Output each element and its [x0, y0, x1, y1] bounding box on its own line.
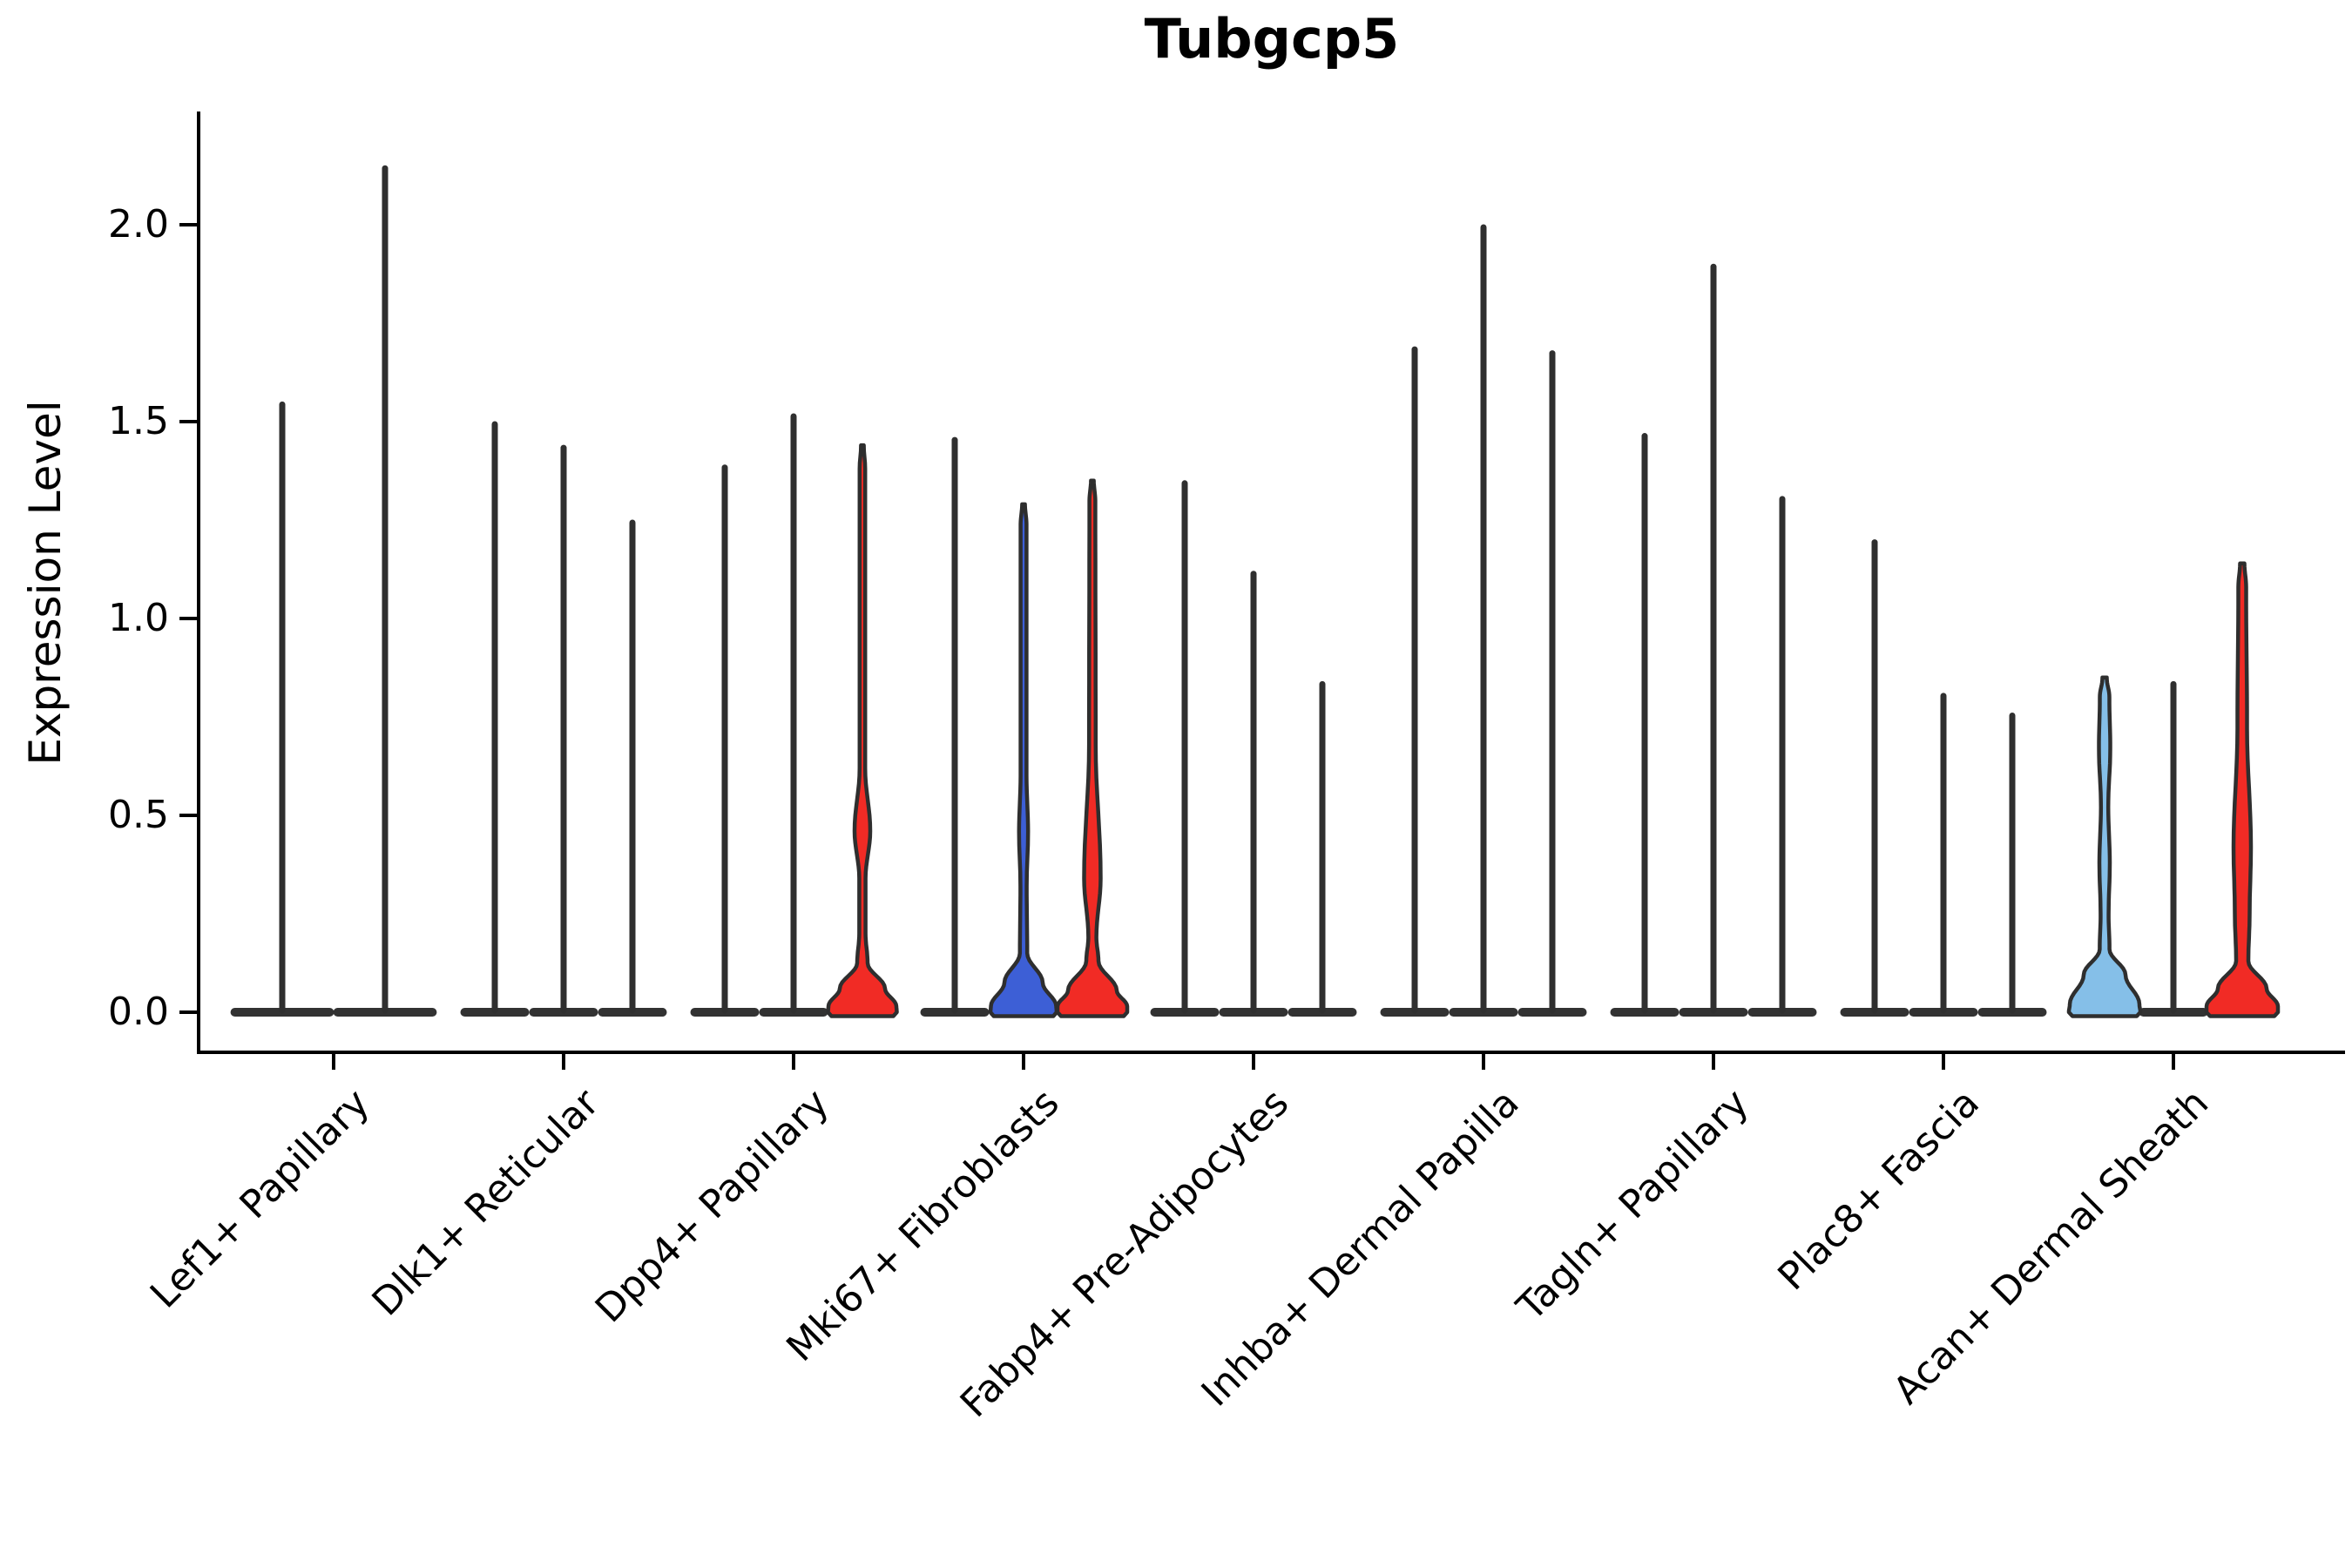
y-tick-label: 0.0 [108, 990, 169, 1034]
y-tick-mark [179, 814, 197, 817]
x-tick-mark [332, 1054, 335, 1070]
y-tick-mark [179, 223, 197, 226]
x-tick-mark [2172, 1054, 2175, 1070]
x-tick-mark [1942, 1054, 1945, 1070]
y-tick-mark [179, 1010, 197, 1014]
violin-body [988, 502, 1059, 1018]
y-tick-mark [179, 420, 197, 423]
y-tick-label: 0.5 [108, 793, 169, 837]
y-tick-label: 1.0 [108, 596, 169, 640]
x-tick-mark [562, 1054, 565, 1070]
y-tick-mark [179, 617, 197, 620]
plot-title: Tubgcp5 [1144, 7, 1400, 71]
x-tick-mark [1252, 1054, 1255, 1070]
violin-body [826, 443, 899, 1018]
x-axis-spine [197, 1051, 2345, 1054]
violin-body [2204, 561, 2281, 1018]
x-tick-mark [1022, 1054, 1025, 1070]
x-tick-mark [1712, 1054, 1715, 1070]
violin-body [1055, 478, 1130, 1018]
x-tick-mark [1482, 1054, 1485, 1070]
violin-body [2066, 675, 2143, 1018]
y-tick-label: 1.5 [108, 399, 169, 443]
y-tick-label: 2.0 [108, 202, 169, 247]
y-axis-spine [197, 112, 200, 1054]
x-tick-mark [792, 1054, 795, 1070]
